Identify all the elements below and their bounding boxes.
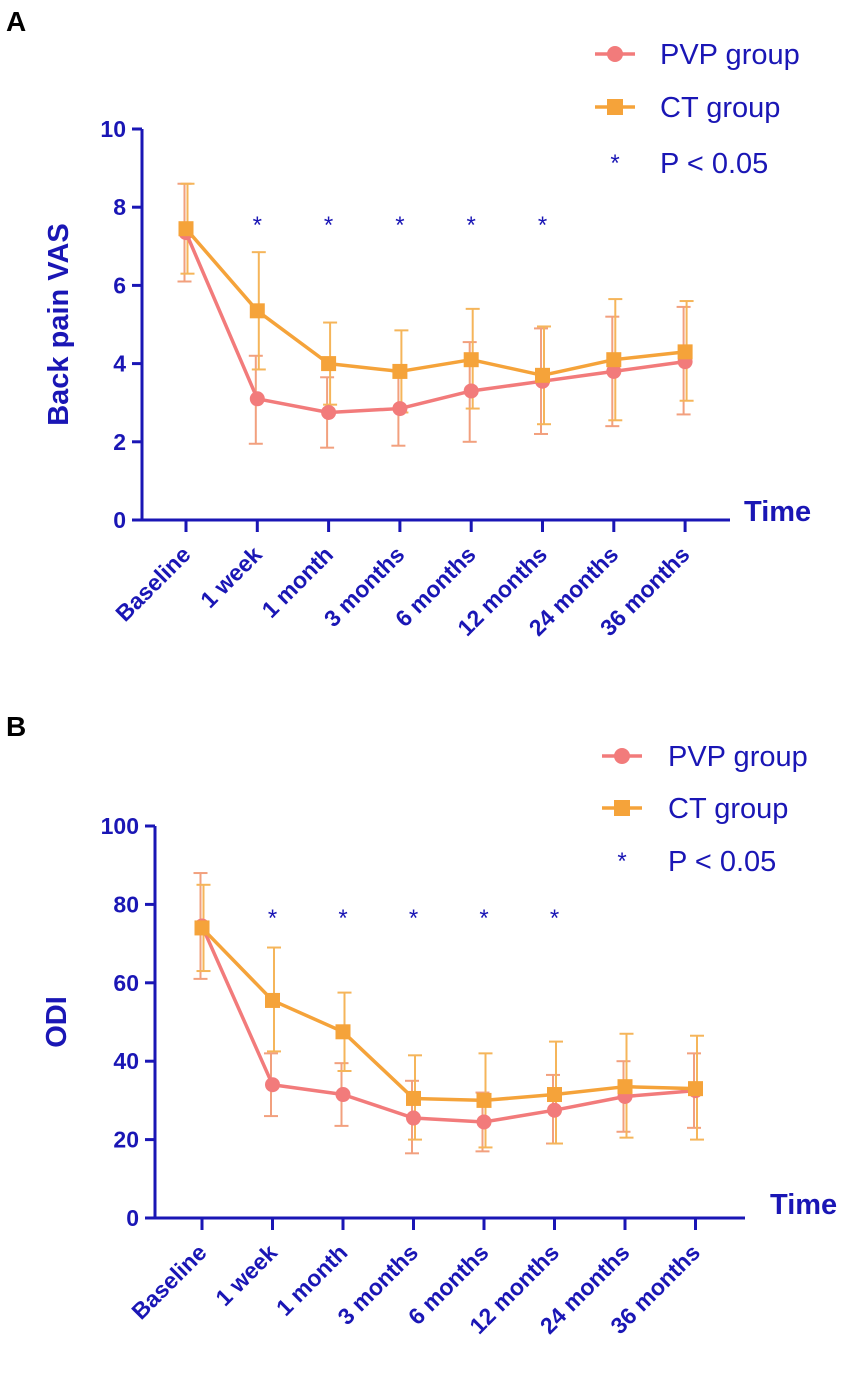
significance-star: * <box>324 212 333 239</box>
y-tick-label: 10 <box>100 116 126 142</box>
significance-star: * <box>538 212 547 239</box>
point-ct <box>178 221 194 237</box>
series-line-ct <box>184 227 686 378</box>
x-axis-label: Time <box>770 1189 837 1221</box>
point-ct <box>476 1092 492 1108</box>
series-line-ct <box>200 926 696 1103</box>
legend-label: P < 0.05 <box>668 846 776 878</box>
x-axis-label: Time <box>744 496 811 528</box>
significance-star: * <box>409 905 418 932</box>
point-pvp <box>547 1102 562 1118</box>
panel-label-a: A <box>6 6 26 37</box>
y-tick-label: 80 <box>113 891 139 917</box>
y-tick-label: 6 <box>113 272 126 298</box>
legend-star-icon: * <box>617 848 626 875</box>
significance-star: * <box>550 905 559 932</box>
x-tick-label: Baseline <box>110 541 195 626</box>
significance-star: * <box>268 905 277 932</box>
significance-star: * <box>253 212 262 239</box>
panel-label-b: B <box>6 711 26 742</box>
significance-star: * <box>338 905 347 932</box>
y-axis-label: Back pain VAS <box>43 223 75 426</box>
panel-a: A 0 2 4 6 8 10 Back pain VAS Time Baseline 1 week… <box>6 6 811 641</box>
point-ct <box>249 303 265 319</box>
y-tick-label: 40 <box>113 1048 139 1074</box>
y-tick-label: 2 <box>113 429 126 455</box>
y-tick-label: 100 <box>101 813 139 839</box>
y-tick-label: 4 <box>113 351 126 377</box>
significance-star: * <box>467 212 476 239</box>
legend-marker-ct <box>607 99 623 115</box>
point-ct <box>194 920 210 936</box>
point-ct <box>677 344 693 360</box>
series-line-pvp <box>200 925 696 1124</box>
point-pvp <box>335 1087 351 1103</box>
point-pvp <box>476 1114 492 1130</box>
x-tick-label: 1 week <box>195 541 267 613</box>
y-axis-label: ODI <box>41 996 73 1048</box>
point-ct <box>535 367 550 383</box>
significance-star: * <box>395 212 404 239</box>
significance-star: * <box>479 905 488 932</box>
legend-label: CT group <box>668 793 788 825</box>
point-ct <box>335 1024 351 1040</box>
point-ct <box>617 1079 633 1095</box>
point-pvp <box>265 1077 280 1093</box>
point-ct <box>606 352 622 368</box>
legend-label: PVP group <box>668 741 808 773</box>
y-tick-label: 0 <box>113 507 126 533</box>
point-ct <box>392 363 408 379</box>
point-ct <box>688 1081 703 1097</box>
legend-label: P < 0.05 <box>660 148 768 180</box>
point-pvp <box>392 401 408 417</box>
legend-label: CT group <box>660 92 780 124</box>
point-ct <box>406 1090 421 1106</box>
x-tick-label: Baseline <box>126 1239 211 1324</box>
point-pvp <box>463 383 479 399</box>
legend-label: PVP group <box>660 39 800 71</box>
series-line-pvp <box>184 231 686 415</box>
x-tick-label: 1 week <box>210 1239 282 1311</box>
point-pvp <box>606 363 622 379</box>
y-tick-label: 0 <box>126 1205 139 1231</box>
legend-star-icon: * <box>610 150 619 177</box>
point-pvp <box>249 391 265 407</box>
point-ct <box>321 356 337 372</box>
y-tick-label: 20 <box>113 1127 139 1153</box>
legend-marker-pvp <box>614 748 630 764</box>
point-ct <box>463 352 479 368</box>
point-ct <box>265 992 280 1008</box>
point-ct <box>547 1087 562 1103</box>
legend-marker-ct <box>614 800 630 816</box>
y-tick-label: 8 <box>113 194 126 220</box>
point-pvp <box>406 1110 421 1126</box>
point-pvp <box>321 404 337 420</box>
y-tick-label: 60 <box>113 970 139 996</box>
legend-marker-pvp <box>607 46 623 62</box>
